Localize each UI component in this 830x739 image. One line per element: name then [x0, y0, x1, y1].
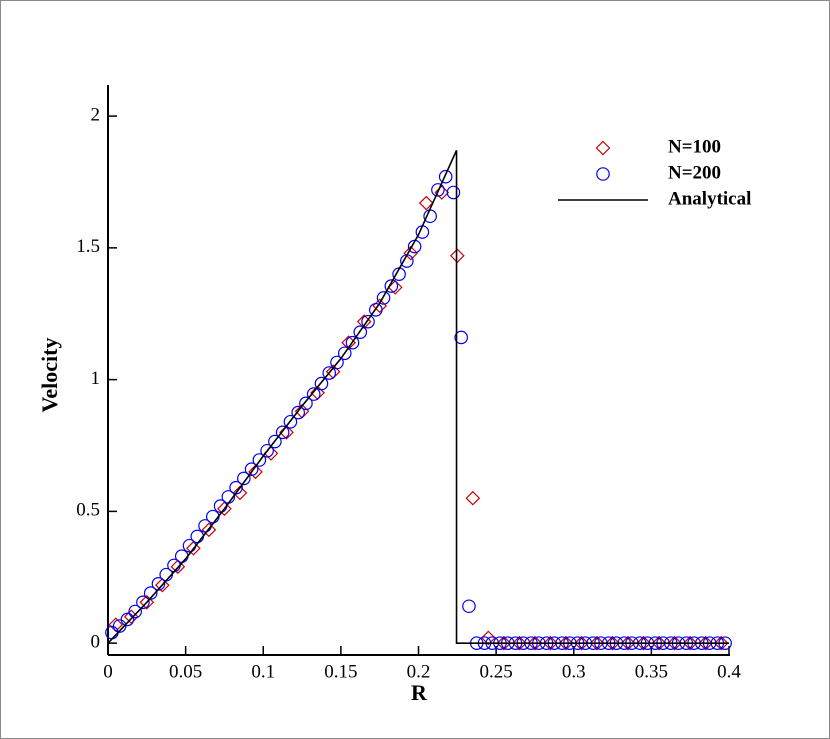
- x-axis-label: R: [411, 680, 428, 705]
- x-tick-label: 0.3: [562, 661, 586, 682]
- diamond-marker: [589, 635, 605, 651]
- circle-marker: [120, 612, 135, 627]
- diamond-marker: [605, 635, 620, 651]
- circle-marker: [431, 183, 445, 197]
- circle-marker: [361, 314, 375, 329]
- diamond-marker: [434, 185, 450, 200]
- circle-marker: [369, 302, 383, 317]
- circle-marker: [291, 405, 305, 420]
- circle-marker: [322, 366, 337, 380]
- y-tick-label: 1: [91, 368, 101, 389]
- x-tick-label: 0.2: [407, 661, 431, 682]
- circle-marker: [438, 169, 453, 184]
- diamond-marker: [543, 635, 558, 651]
- circle-marker: [345, 335, 360, 350]
- y-tick-label: 0.5: [76, 500, 100, 521]
- circle-marker: [275, 425, 290, 440]
- diamond-marker: [512, 635, 527, 651]
- circle-marker: [337, 346, 352, 361]
- diamond-marker: [279, 424, 294, 440]
- legend-label: N=100: [668, 136, 721, 157]
- x-tick-label: 0.05: [169, 661, 202, 682]
- diamond-marker: [595, 140, 611, 156]
- diamond-marker: [527, 635, 543, 651]
- circle-marker: [268, 434, 282, 449]
- diamond-marker: [636, 635, 651, 651]
- diamond-marker: [139, 594, 155, 610]
- diamond-marker: [481, 630, 496, 646]
- circle-marker: [283, 414, 298, 429]
- x-tick-label: 0.15: [324, 661, 357, 682]
- circle-marker: [353, 325, 368, 339]
- circle-marker: [314, 376, 329, 391]
- circle-marker: [299, 396, 313, 411]
- diamond-marker: [713, 635, 729, 651]
- circle-marker: [596, 167, 610, 181]
- diamond-marker: [465, 490, 481, 506]
- diamond-marker: [201, 522, 217, 538]
- diamond-marker: [574, 635, 589, 651]
- diamond-marker: [651, 635, 667, 651]
- circle-marker: [237, 471, 251, 486]
- x-tick-label: 0.1: [251, 661, 275, 682]
- y-tick-label: 2: [91, 104, 101, 125]
- x-tick-label: 0.35: [635, 661, 668, 682]
- circle-marker: [454, 330, 468, 345]
- circle-marker: [462, 599, 476, 614]
- diamond-marker: [496, 635, 512, 651]
- diamond-marker: [558, 635, 574, 651]
- diamond-marker: [403, 245, 419, 261]
- circle-marker: [252, 453, 267, 467]
- circle-marker: [376, 291, 391, 305]
- x-tick-label: 0: [103, 661, 113, 682]
- diamond-marker: [154, 577, 170, 593]
- circle-marker: [260, 443, 274, 458]
- circle-marker: [330, 355, 344, 370]
- circle-marker: [306, 387, 321, 401]
- diamond-marker: [248, 464, 263, 480]
- diamond-marker: [698, 635, 714, 651]
- legend-label: N=200: [668, 162, 721, 183]
- diamond-marker: [387, 280, 403, 295]
- analytical-line: [107, 150, 729, 644]
- circle-marker: [446, 185, 461, 200]
- y-tick-label: 1.5: [76, 236, 100, 257]
- x-tick-label: 0.25: [480, 661, 513, 682]
- diamond-marker: [682, 635, 698, 651]
- x-tick-label: 0.4: [717, 661, 741, 682]
- diamond-marker: [217, 501, 232, 517]
- diamond-marker: [170, 559, 186, 575]
- circle-marker: [384, 279, 399, 293]
- y-axis-label: Velocity: [37, 338, 62, 413]
- diamond-marker: [232, 485, 248, 501]
- circle-marker: [136, 595, 150, 610]
- y-tick-label: 0: [91, 632, 101, 653]
- diamond-marker: [186, 540, 201, 556]
- circle-marker: [244, 462, 259, 477]
- diamond-marker: [418, 195, 434, 211]
- diamond-marker: [620, 635, 636, 651]
- legend-label: Analytical: [668, 188, 751, 209]
- diamond-marker: [667, 635, 683, 651]
- circle-marker: [143, 586, 158, 600]
- circle-marker: [128, 604, 142, 619]
